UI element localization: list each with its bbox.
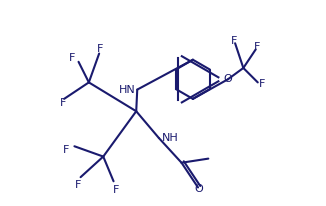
Text: F: F bbox=[97, 44, 103, 54]
Text: NH: NH bbox=[162, 133, 179, 143]
Text: F: F bbox=[254, 42, 260, 52]
Text: F: F bbox=[75, 180, 82, 190]
Text: F: F bbox=[259, 80, 265, 89]
Text: F: F bbox=[63, 145, 69, 155]
Text: F: F bbox=[112, 185, 119, 194]
Text: HN: HN bbox=[118, 85, 135, 95]
Text: F: F bbox=[231, 36, 237, 46]
Text: O: O bbox=[195, 184, 203, 194]
Text: F: F bbox=[69, 53, 76, 63]
Text: O: O bbox=[224, 74, 232, 84]
Text: F: F bbox=[60, 98, 67, 108]
